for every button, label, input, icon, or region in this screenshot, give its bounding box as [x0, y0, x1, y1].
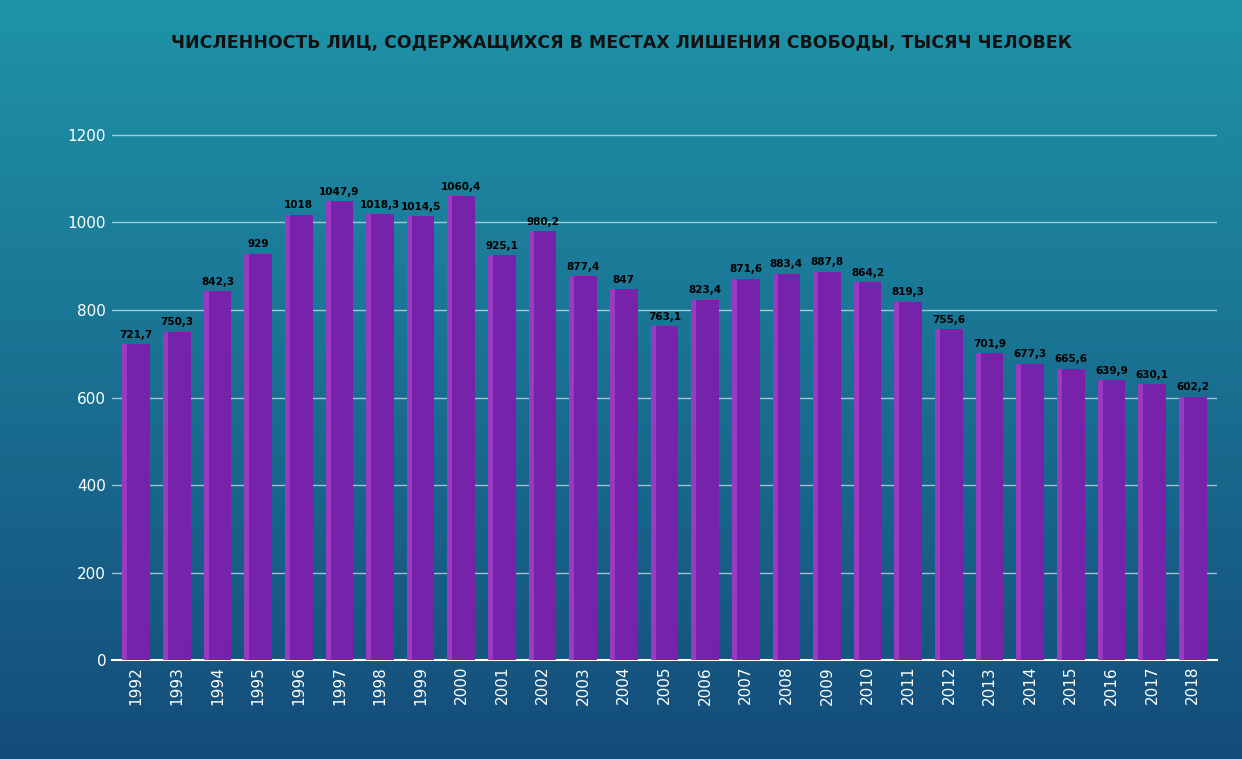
Bar	[732, 279, 737, 660]
Bar	[692, 300, 719, 660]
Bar	[1098, 380, 1125, 660]
Bar	[366, 215, 371, 660]
Bar	[853, 282, 882, 660]
Bar	[529, 231, 534, 660]
Bar	[651, 326, 678, 660]
Bar	[245, 254, 250, 660]
Bar	[894, 301, 922, 660]
Bar	[284, 215, 313, 660]
Text: 1060,4: 1060,4	[441, 181, 482, 191]
Bar	[976, 353, 981, 660]
Text: 750,3: 750,3	[160, 317, 194, 327]
Text: 1018: 1018	[284, 200, 313, 210]
Bar	[1057, 369, 1084, 660]
Bar	[692, 300, 697, 660]
Bar	[814, 272, 818, 660]
Text: 925,1: 925,1	[486, 241, 518, 251]
Bar	[1179, 397, 1184, 660]
Text: 877,4: 877,4	[566, 262, 600, 272]
Bar	[529, 231, 556, 660]
Bar	[366, 215, 394, 660]
Bar	[976, 353, 1004, 660]
Bar	[407, 216, 435, 660]
Bar	[1098, 380, 1103, 660]
Text: 639,9: 639,9	[1095, 366, 1128, 376]
Bar	[651, 326, 656, 660]
Text: 929: 929	[247, 239, 268, 249]
Text: ЧИСЛЕННОСТЬ ЛИЦ, СОДЕРЖАЩИХСЯ В МЕСТАХ ЛИШЕНИЯ СВОБОДЫ, ТЫСЯЧ ЧЕЛОВЕК: ЧИСЛЕННОСТЬ ЛИЦ, СОДЕРЖАЩИХСЯ В МЕСТАХ Л…	[170, 34, 1072, 52]
Text: 847: 847	[612, 275, 635, 285]
Bar	[447, 196, 476, 660]
Bar	[284, 215, 289, 660]
Bar	[732, 279, 760, 660]
Bar	[1016, 364, 1021, 660]
Bar	[935, 329, 940, 660]
Text: 755,6: 755,6	[933, 315, 965, 325]
Text: 630,1: 630,1	[1135, 370, 1169, 380]
Bar	[773, 273, 800, 660]
Text: 887,8: 887,8	[811, 257, 843, 267]
Bar	[325, 201, 330, 660]
Text: 864,2: 864,2	[851, 267, 884, 278]
Bar	[163, 332, 190, 660]
Bar	[935, 329, 963, 660]
Bar	[1179, 397, 1206, 660]
Text: 677,3: 677,3	[1013, 349, 1047, 359]
Bar	[488, 255, 515, 660]
Bar	[447, 196, 452, 660]
Bar	[610, 289, 637, 660]
Text: 883,4: 883,4	[770, 259, 802, 269]
Bar	[1057, 369, 1062, 660]
Text: 842,3: 842,3	[201, 277, 233, 287]
Bar	[123, 345, 150, 660]
Bar	[245, 254, 272, 660]
Bar	[569, 276, 597, 660]
Bar	[204, 291, 231, 660]
Text: 819,3: 819,3	[892, 287, 925, 298]
Bar	[325, 201, 353, 660]
Bar	[1139, 384, 1144, 660]
Bar	[894, 301, 899, 660]
Text: 1014,5: 1014,5	[400, 202, 441, 212]
Bar	[407, 216, 412, 660]
Text: 701,9: 701,9	[972, 339, 1006, 348]
Bar	[1016, 364, 1045, 660]
Bar	[163, 332, 168, 660]
Bar	[569, 276, 574, 660]
Text: 980,2: 980,2	[527, 217, 559, 227]
Text: 871,6: 871,6	[729, 264, 763, 274]
Bar	[853, 282, 858, 660]
Bar	[773, 273, 777, 660]
Bar	[488, 255, 493, 660]
Bar	[204, 291, 209, 660]
Bar	[123, 345, 128, 660]
Text: 1018,3: 1018,3	[360, 200, 400, 210]
Text: 763,1: 763,1	[648, 312, 681, 322]
Bar	[1139, 384, 1166, 660]
Text: 721,7: 721,7	[119, 330, 153, 340]
Text: 1047,9: 1047,9	[319, 187, 359, 197]
Bar	[610, 289, 615, 660]
Text: 665,6: 665,6	[1054, 354, 1087, 364]
Text: 823,4: 823,4	[688, 285, 722, 295]
Text: 602,2: 602,2	[1176, 383, 1210, 392]
Bar	[814, 272, 841, 660]
